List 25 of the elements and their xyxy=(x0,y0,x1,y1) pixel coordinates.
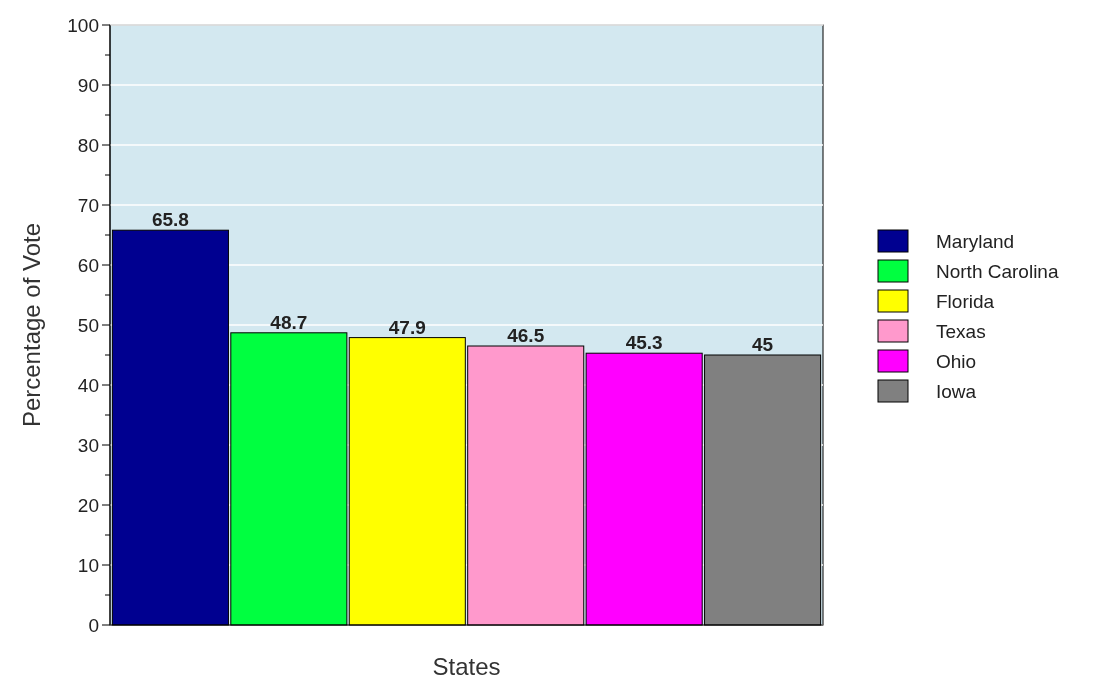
y-tick-label: 40 xyxy=(77,374,99,396)
y-tick-label: 0 xyxy=(88,614,99,636)
y-tick-label: 60 xyxy=(77,254,99,276)
data-label: 65.8 xyxy=(151,209,189,231)
legend-label: Maryland xyxy=(936,230,1015,252)
y-axis-title: Percentage of Vote xyxy=(18,222,45,428)
y-tick-label: 100 xyxy=(67,14,99,36)
data-label: 45.3 xyxy=(625,332,663,354)
y-tick-label: 50 xyxy=(77,314,99,336)
y-tick-label: 90 xyxy=(77,74,99,96)
data-label: 45 xyxy=(752,334,774,355)
y-tick-label: 70 xyxy=(77,194,99,216)
legend-label: Iowa xyxy=(936,380,977,402)
legend-label: Texas xyxy=(936,320,986,342)
y-tick-label: 10 xyxy=(77,554,99,576)
x-axis-title: States xyxy=(432,653,501,680)
y-tick-label: 80 xyxy=(77,134,99,156)
data-label: 46.5 xyxy=(507,325,545,346)
y-tick-label: 30 xyxy=(77,434,99,456)
legend-label: Ohio xyxy=(936,350,977,372)
data-label: 48.7 xyxy=(270,311,308,333)
y-tick-label: 20 xyxy=(77,494,99,516)
legend-label: North Carolina xyxy=(936,260,1059,282)
legend-label: Florida xyxy=(936,290,995,312)
data-label: 47.9 xyxy=(388,316,426,338)
